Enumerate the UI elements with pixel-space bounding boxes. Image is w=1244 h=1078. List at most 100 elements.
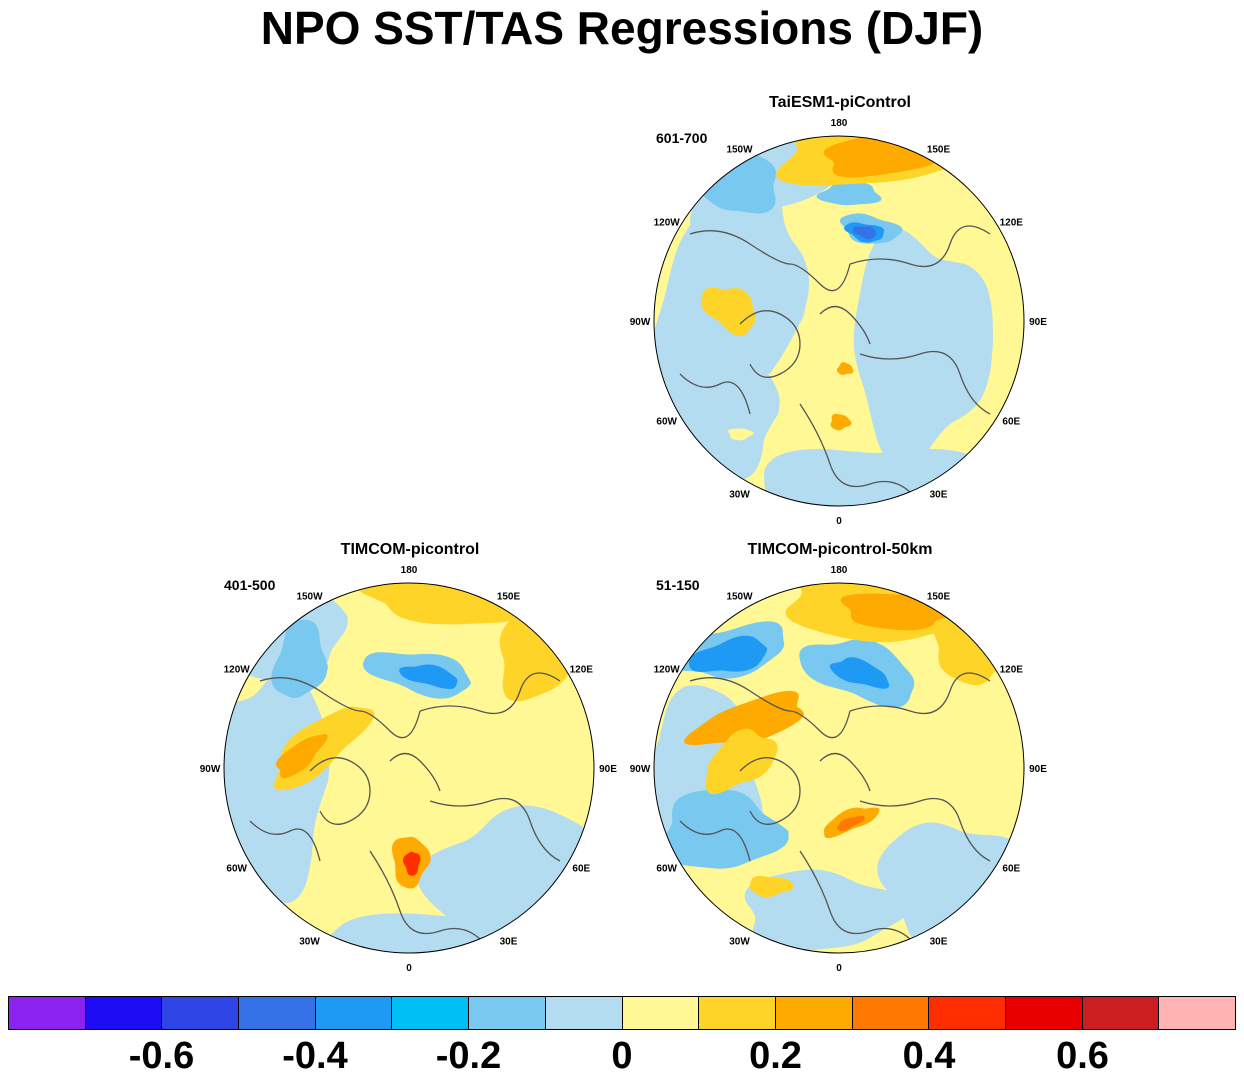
longitude-label: 120W: [654, 218, 681, 229]
longitude-label: 120W: [224, 665, 251, 676]
colorbar-label: -0.4: [282, 1035, 348, 1077]
coastline: [859, 350, 991, 415]
longitude-label: 0: [836, 963, 842, 974]
colorbar-swatch: [162, 997, 240, 1029]
coastline: [249, 820, 321, 862]
coastline: [849, 225, 991, 268]
panel-period: 601-700: [656, 130, 708, 146]
colorbar-swatch: [239, 997, 316, 1029]
colorbar-label: 0.4: [902, 1035, 956, 1077]
colorbar-swatch: [469, 997, 546, 1029]
colorbar-swatch: [1159, 997, 1235, 1029]
longitude-label: 30W: [299, 936, 320, 947]
anomaly-contour: [853, 228, 993, 468]
anomaly-contour: [727, 428, 754, 441]
coastline: [799, 403, 921, 505]
longitude-label: 150W: [726, 592, 753, 603]
anomaly-contour: [816, 181, 882, 206]
anomaly-contour: [829, 657, 890, 689]
anomaly-contour: [836, 815, 865, 832]
panel-title: TaiESM1-piControl: [769, 94, 911, 111]
coastline: [859, 797, 991, 862]
longitude-label: 150E: [927, 145, 951, 156]
longitude-label: 120E: [1000, 665, 1024, 676]
panel-title: TIMCOM-picontrol: [340, 541, 480, 558]
longitude-label: 90W: [630, 764, 651, 775]
coastline: [429, 797, 561, 862]
colorbar-label: 0.2: [749, 1035, 802, 1077]
colorbar-label: -0.6: [128, 1035, 195, 1077]
map-panel-timcom: TIMCOM-picontrol 401-500 180 150E 120E 90E 6…: [190, 541, 630, 974]
colorbar-swatch: [699, 997, 776, 1029]
coastline: [819, 305, 871, 345]
coastline: [419, 672, 561, 715]
anomaly-contour: [654, 161, 810, 401]
anomaly-contour: [701, 287, 756, 337]
longitude-label: 120W: [654, 665, 681, 676]
polar-map: 180 150E 120E 90E 60E 30E 0 30W 60W 90W 120W 150W: [200, 565, 618, 974]
longitude-label: 90W: [630, 317, 651, 328]
map-border: [653, 582, 1025, 954]
panel-period: 401-500: [224, 577, 276, 593]
coastline: [739, 310, 801, 378]
longitude-label: 60E: [572, 864, 590, 875]
longitude-label: 30W: [729, 936, 750, 947]
colorbar-label: -0.2: [435, 1035, 502, 1077]
colorbar-swatch: [929, 997, 1006, 1029]
anomaly-contour: [830, 413, 852, 431]
anomaly-contour: [399, 664, 458, 690]
longitude-label: 60E: [1002, 864, 1020, 875]
polar-map: 180 150E 120E 90E 60E 30E 0 30W 60W 90W 120W 150W: [630, 118, 1048, 527]
colorbar-label: 0.6: [1056, 1035, 1109, 1077]
anomaly-contour: [403, 851, 421, 876]
longitude-label: 60W: [656, 417, 677, 428]
polar-map: 180 150E 120E 90E 60E 30E 0 30W 60W 90W 120W 150W: [630, 565, 1048, 974]
longitude-label: 150W: [296, 592, 323, 603]
coastline: [819, 752, 871, 792]
anomaly-contour: [694, 151, 777, 214]
anomaly-contour: [276, 913, 536, 953]
coastline: [689, 230, 851, 292]
longitude-label: 90E: [1029, 317, 1047, 328]
longitude-label: 120E: [1000, 218, 1024, 229]
anomaly-contour: [705, 728, 778, 795]
longitude-label: 60E: [1002, 417, 1020, 428]
colorbar-swatch: [622, 997, 700, 1029]
longitude-label: 60W: [226, 864, 247, 875]
coastline: [689, 677, 851, 739]
longitude-label: 30E: [500, 936, 518, 947]
map-border: [653, 135, 1025, 507]
colorbar-swatch: [1082, 997, 1160, 1029]
anomaly-contour: [275, 733, 328, 779]
coastline: [259, 677, 421, 739]
anomaly-contour: [688, 635, 768, 672]
figure-title: NPO SST/TAS Regressions (DJF): [260, 2, 984, 54]
longitude-label: 30W: [729, 489, 750, 500]
anomaly-contour: [499, 603, 591, 702]
coastline: [369, 850, 491, 952]
colorbar-swatch: [392, 997, 470, 1029]
longitude-label: 0: [406, 963, 412, 974]
colorbar-swatch: [1005, 997, 1083, 1029]
colorbar: [8, 996, 1236, 1030]
anomaly-contour: [764, 448, 1006, 506]
coastline: [309, 757, 371, 825]
map-panel-taiesm1: TaiESM1-piControl 601-700 180 150E 120E 90E…: [620, 94, 1060, 527]
colorbar-swatch: [545, 997, 623, 1029]
map-border: [223, 582, 595, 954]
longitude-label: 150E: [497, 592, 521, 603]
colorbar-label: 0: [611, 1035, 633, 1077]
longitude-label: 120E: [570, 665, 594, 676]
coastline: [799, 850, 921, 952]
colorbar-labels: -0.6 -0.4 -0.2 0 0.2 0.4 0.6: [8, 1034, 1236, 1078]
longitude-label: 30E: [930, 489, 948, 500]
anomaly-contour: [357, 583, 547, 625]
longitude-label: 180: [831, 565, 848, 576]
longitude-label: 0: [836, 516, 842, 527]
coastline: [389, 752, 441, 792]
panel-title: TIMCOM-picontrol-50km: [747, 541, 933, 558]
anomaly-contour: [749, 875, 794, 898]
longitude-label: 180: [831, 118, 848, 129]
colorbar-swatch: [775, 997, 853, 1029]
panel-period: 51-150: [656, 577, 700, 593]
